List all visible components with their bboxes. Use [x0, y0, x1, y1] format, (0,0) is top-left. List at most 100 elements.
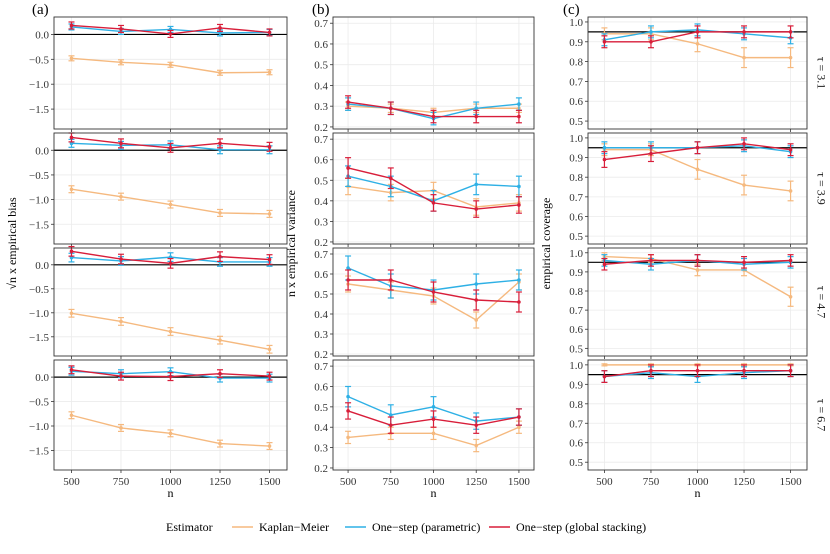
legend-item-kaplan-meier: Kaplan−Meier [232, 520, 329, 534]
data-point [119, 319, 123, 324]
data-point [695, 268, 700, 272]
y-tick-label: 1.0 [569, 133, 583, 145]
data-point [788, 147, 793, 152]
data-point [517, 114, 521, 119]
plots: 0.0 −0.5 −1.0 −1.5 0.0 −0.5 −1.0 −1.5 0.0 −0.5 −1.… [5, 16, 828, 500]
y-tick-label: −1.0 [29, 421, 49, 433]
column-letter-c: (c) [563, 2, 580, 18]
data-point [69, 135, 74, 140]
data-point [69, 311, 74, 316]
data-point [788, 30, 793, 34]
series-stack [345, 157, 522, 218]
y-axis-title: √n x empirical bias [5, 197, 19, 290]
series-stack [68, 245, 273, 269]
data-point [695, 41, 700, 46]
x-axis-title: n [431, 486, 437, 500]
y-tick-label: 0.9 [569, 267, 583, 279]
x-tick-label: 500 [63, 476, 80, 488]
y-tick-label: 0.5 [314, 60, 328, 72]
y-tick-label: −1.5 [29, 104, 49, 116]
data-point [267, 70, 272, 75]
data-point [517, 102, 521, 106]
data-point [267, 30, 272, 35]
panel-0-0: 0.0 −0.5 −1.0 −1.5 [29, 16, 288, 132]
series-stack [601, 137, 794, 168]
series-stack [345, 95, 522, 124]
data-point [388, 423, 393, 427]
y-tick-label: 0.7 [314, 361, 328, 373]
data-point [168, 146, 173, 150]
data-point [388, 176, 393, 181]
y-tick-label: 0.6 [569, 211, 583, 223]
y-tick-label: 0.8 [569, 286, 583, 298]
data-point [649, 258, 653, 263]
x-tick-label: 1500 [259, 476, 282, 488]
y-tick-label: 1.0 [569, 17, 583, 29]
data-point [69, 413, 74, 418]
data-point [69, 23, 74, 28]
y-tick-label: 0.6 [569, 96, 583, 108]
y-tick-label: 0.8 [569, 399, 583, 411]
data-point [602, 145, 607, 150]
x-tick-label: 1000 [423, 476, 446, 488]
data-point [742, 30, 746, 34]
data-point [431, 290, 436, 294]
data-point [69, 249, 74, 254]
data-point [388, 413, 393, 417]
x-tick-label: 1000 [160, 476, 183, 488]
y-tick-label: −0.5 [29, 397, 49, 409]
x-tick-label: 500 [596, 476, 613, 488]
y-tick-label: 0.5 [569, 231, 583, 243]
y-tick-label: −1.5 [29, 332, 49, 344]
data-point [649, 39, 653, 44]
data-point [119, 194, 123, 199]
data-point [431, 417, 436, 421]
data-point [218, 211, 222, 215]
data-point [602, 363, 607, 367]
y-tick-label: 0.7 [569, 305, 583, 317]
legend-label-one-step-parametric: One−step (parametric) [372, 520, 480, 534]
data-point [431, 114, 436, 119]
y-tick-label: 0.4 [314, 309, 328, 321]
y-tick-label: 0.2 [314, 349, 328, 361]
data-point [119, 257, 123, 261]
series-stack [345, 402, 522, 434]
strip-background [812, 248, 828, 356]
series-stack [601, 254, 794, 271]
data-point [602, 157, 607, 162]
series-stack [601, 25, 794, 49]
data-point [517, 415, 521, 419]
data-point [649, 151, 653, 156]
data-point [742, 368, 746, 373]
data-point [388, 278, 393, 282]
data-point [517, 203, 521, 207]
x-tick-label: 1250 [733, 476, 756, 488]
y-tick-label: 0.6 [314, 155, 328, 167]
y-tick-label: 0.6 [314, 381, 328, 393]
data-point [517, 278, 521, 282]
y-tick-label: 0.9 [569, 379, 583, 391]
data-point [695, 167, 700, 172]
data-point [218, 338, 222, 342]
y-tick-label: 0.0 [35, 29, 49, 41]
column-letters: (a) (b) (c) [32, 2, 580, 18]
data-point [346, 435, 350, 440]
panel-1-3: 0.2 0.3 0.4 0.5 0.6 0.7 500 750 1000 1250 1500 [314, 359, 535, 488]
y-tick-label: 0.6 [569, 324, 583, 336]
legend-title: Estimator [166, 520, 213, 534]
strip-label-tau: τ = 3.1 [814, 57, 828, 90]
y-tick-label: 0.2 [314, 122, 328, 134]
y-tick-label: 0.5 [314, 175, 328, 187]
y-tick-label: −0.5 [29, 54, 49, 66]
strip-label-tau: τ = 4.7 [814, 286, 828, 319]
data-point [346, 266, 350, 270]
data-point [218, 441, 222, 446]
data-point [267, 374, 272, 378]
strip-background [812, 17, 828, 129]
series-km [68, 55, 273, 76]
y-tick-label: −1.0 [29, 195, 49, 207]
y-tick-label: 1.0 [569, 248, 583, 260]
y-tick-label: 0.7 [569, 76, 583, 88]
strip-background [812, 360, 828, 470]
y-tick-label: 0.6 [314, 39, 328, 51]
